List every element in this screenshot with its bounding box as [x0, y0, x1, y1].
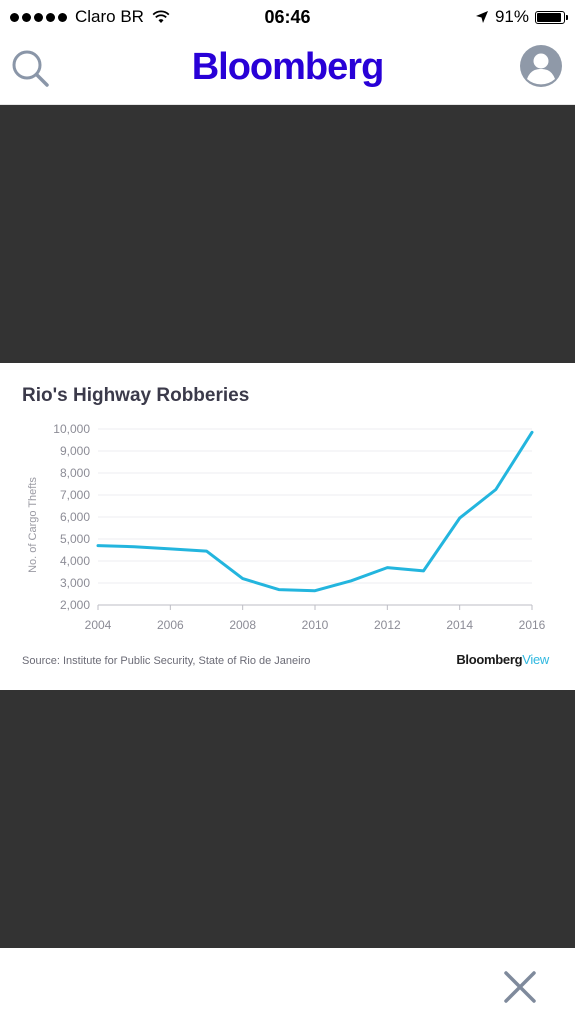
location-arrow-icon: [475, 11, 488, 23]
wifi-icon: [152, 10, 170, 23]
x-tick-label: 2004: [85, 618, 112, 632]
x-tick-label: 2008: [229, 618, 256, 632]
y-axis-label: No. of Cargo Thefts: [27, 477, 39, 573]
battery-icon: [535, 10, 568, 24]
y-tick-label: 10,000: [53, 422, 90, 436]
y-tick-label: 6,000: [60, 510, 90, 524]
series-line: [96, 430, 534, 593]
account-icon: [520, 45, 562, 87]
battery-percent: 91%: [494, 7, 529, 26]
search-icon: [12, 50, 49, 87]
y-tick-label: 7,000: [60, 488, 90, 502]
y-tick-label: 9,000: [60, 444, 90, 458]
chart-title: Rio's Highway Robberies: [22, 385, 250, 406]
brand-main: Bloomberg: [456, 652, 523, 667]
bloomberg-view-logo: BloombergView: [456, 652, 549, 667]
chart-source: Source: Institute for Public Security, S…: [22, 655, 311, 667]
status-left: Claro BR: [0, 7, 170, 27]
brand-sub: View: [522, 652, 549, 667]
y-tick-label: 5,000: [60, 532, 90, 546]
status-right: 91%: [475, 7, 575, 27]
bottom-bar: [0, 948, 575, 1024]
status-bar: Claro BR 06:46 91%: [0, 0, 575, 34]
app-header: Bloomberg: [0, 34, 575, 105]
x-tick-label: 2006: [157, 618, 184, 632]
line-chart: 2,000 3,000 4,000 5,000 6,000 7,000 8,000 9,000…: [27, 422, 546, 632]
close-icon: [504, 971, 536, 1003]
x-tick-label: 2012: [374, 618, 401, 632]
signal-strength-icon: [10, 12, 67, 22]
account-button[interactable]: [519, 44, 563, 88]
search-button[interactable]: [10, 48, 52, 90]
x-tick-label: 2010: [302, 618, 329, 632]
x-tick-label: 2014: [446, 618, 473, 632]
media-background-bottom: [0, 690, 575, 948]
x-tick-label: 2016: [519, 618, 546, 632]
media-background-top: [0, 105, 575, 363]
battery-level: [537, 12, 561, 22]
carrier-name: Claro BR: [75, 7, 144, 26]
close-button[interactable]: [503, 970, 537, 1004]
y-tick-label: 3,000: [60, 576, 90, 590]
y-tick-label: 4,000: [60, 554, 90, 568]
y-tick-label: 8,000: [60, 466, 90, 480]
y-tick-label: 2,000: [60, 598, 90, 612]
brand-logo[interactable]: Bloomberg: [191, 46, 385, 88]
chart-card: Rio's Highway Robberies 2,000 3,000 4,000 5…: [0, 363, 575, 690]
